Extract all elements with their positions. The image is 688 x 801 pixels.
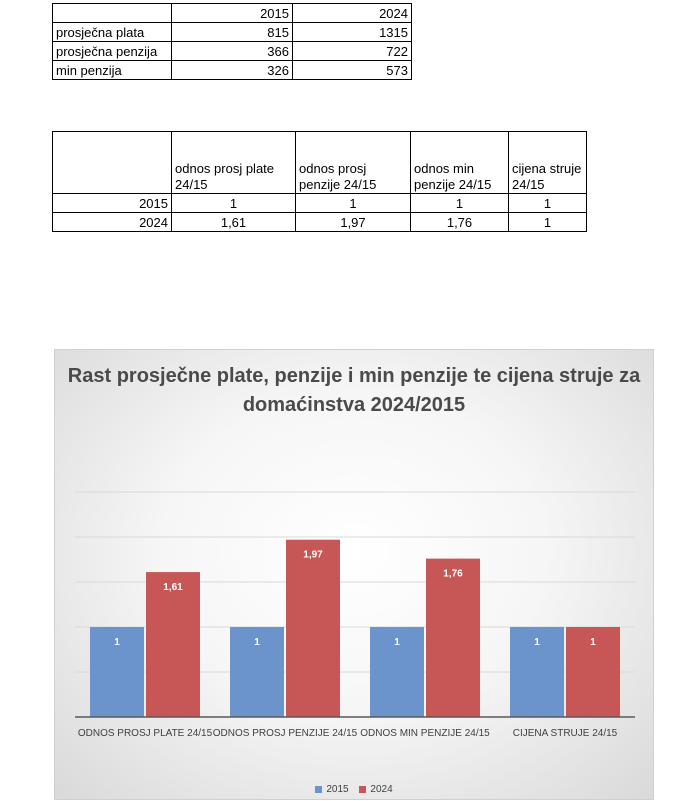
table-cell[interactable]: 1	[508, 212, 587, 232]
table-cell[interactable]: 2015	[171, 3, 293, 23]
table-cell[interactable]	[52, 131, 172, 194]
x-tick-label: CIJENA STRUJE 24/15	[513, 728, 618, 739]
table-cell[interactable]: 326	[171, 60, 293, 80]
table-cell[interactable]: 815	[171, 22, 293, 42]
table-cell[interactable]: 1	[171, 193, 296, 213]
data-label: 1	[534, 637, 540, 648]
table-cell[interactable]: 2024	[52, 212, 172, 232]
legend-label: 2024	[370, 784, 393, 795]
table-header-row: odnos prosj plate 24/15 odnos prosj penz…	[52, 131, 587, 194]
bar-2024	[146, 572, 200, 717]
legend-item-2024: 2024	[359, 784, 393, 795]
table-row: 2024 1,61 1,97 1,76 1	[52, 212, 587, 232]
legend-swatch	[359, 785, 367, 793]
table-cell[interactable]: odnos min penzije 24/15	[410, 131, 509, 194]
table-cell[interactable]: prosječna penzija	[52, 41, 172, 61]
table-cell[interactable]	[52, 3, 172, 23]
x-tick-label: ODNOS PROSJ PENZIJE 24/15	[213, 728, 358, 739]
table-cell[interactable]: 573	[292, 60, 412, 80]
bar-2015	[370, 627, 424, 717]
table-row: 2015 1 1 1 1	[52, 193, 587, 213]
table-cell[interactable]: odnos prosj penzije 24/15	[295, 131, 411, 194]
table-cell[interactable]: 366	[171, 41, 293, 61]
table-cell[interactable]: 1	[508, 193, 587, 213]
bar-2015	[90, 627, 144, 717]
bar-2024	[286, 539, 340, 717]
table-cell[interactable]: prosječna plata	[52, 22, 172, 42]
data-label: 1	[254, 637, 260, 648]
bar-2015	[510, 627, 564, 717]
legend-swatch	[315, 785, 323, 793]
chart-title: Rast prosječne plate, penzije i min penz…	[67, 365, 641, 416]
bar-2024	[426, 558, 480, 717]
table-cell[interactable]: odnos prosj plate 24/15	[171, 131, 296, 194]
bar-chart[interactable]: 1 1 1 1 1,61 1,97 1,76 1 ODNOS PROSJ PLATE 24/15…	[54, 349, 654, 800]
bar-2024	[566, 627, 620, 717]
chart-plot: 1 1 1 1 1,61 1,97 1,76 1 ODNOS PROSJ PLATE 24/15…	[75, 491, 635, 739]
table-cell[interactable]: 1315	[292, 22, 412, 42]
table-row: prosječna penzija 366 722	[52, 41, 412, 61]
table-cell[interactable]: 1	[410, 193, 509, 213]
table-row: prosječna plata 815 1315	[52, 22, 412, 42]
data-label: 1	[114, 637, 120, 648]
table-cell[interactable]: 2015	[52, 193, 172, 213]
table-cell[interactable]: cijena struje 24/15	[508, 131, 587, 194]
legend-item-2015: 2015	[315, 784, 349, 795]
data-label: 1,76	[443, 569, 463, 580]
table-cell[interactable]: 722	[292, 41, 412, 61]
data-label: 1,61	[163, 582, 183, 593]
table-cell[interactable]: min penzija	[52, 60, 172, 80]
data-table-values: 2015 2024 prosječna plata 815 1315 prosj…	[52, 3, 412, 80]
table-cell[interactable]: 1,97	[295, 212, 411, 232]
data-label: 1,97	[303, 550, 323, 561]
x-tick-label: ODNOS MIN PENZIJE 24/15	[360, 728, 490, 739]
table-row: min penzija 326 573	[52, 60, 412, 80]
table-cell[interactable]: 2024	[292, 3, 412, 23]
table-cell[interactable]: 1,61	[171, 212, 296, 232]
data-label: 1	[394, 637, 400, 648]
table-cell[interactable]: 1	[295, 193, 411, 213]
legend-label: 2015	[326, 784, 349, 795]
data-table-ratios: odnos prosj plate 24/15 odnos prosj penz…	[52, 131, 587, 232]
data-label: 1	[590, 637, 596, 648]
chart-legend: 2015 2024	[55, 784, 653, 795]
table-header-row: 2015 2024	[52, 3, 412, 23]
table-cell[interactable]: 1,76	[410, 212, 509, 232]
bar-2015	[230, 627, 284, 717]
x-tick-label: ODNOS PROSJ PLATE 24/15	[78, 728, 213, 739]
